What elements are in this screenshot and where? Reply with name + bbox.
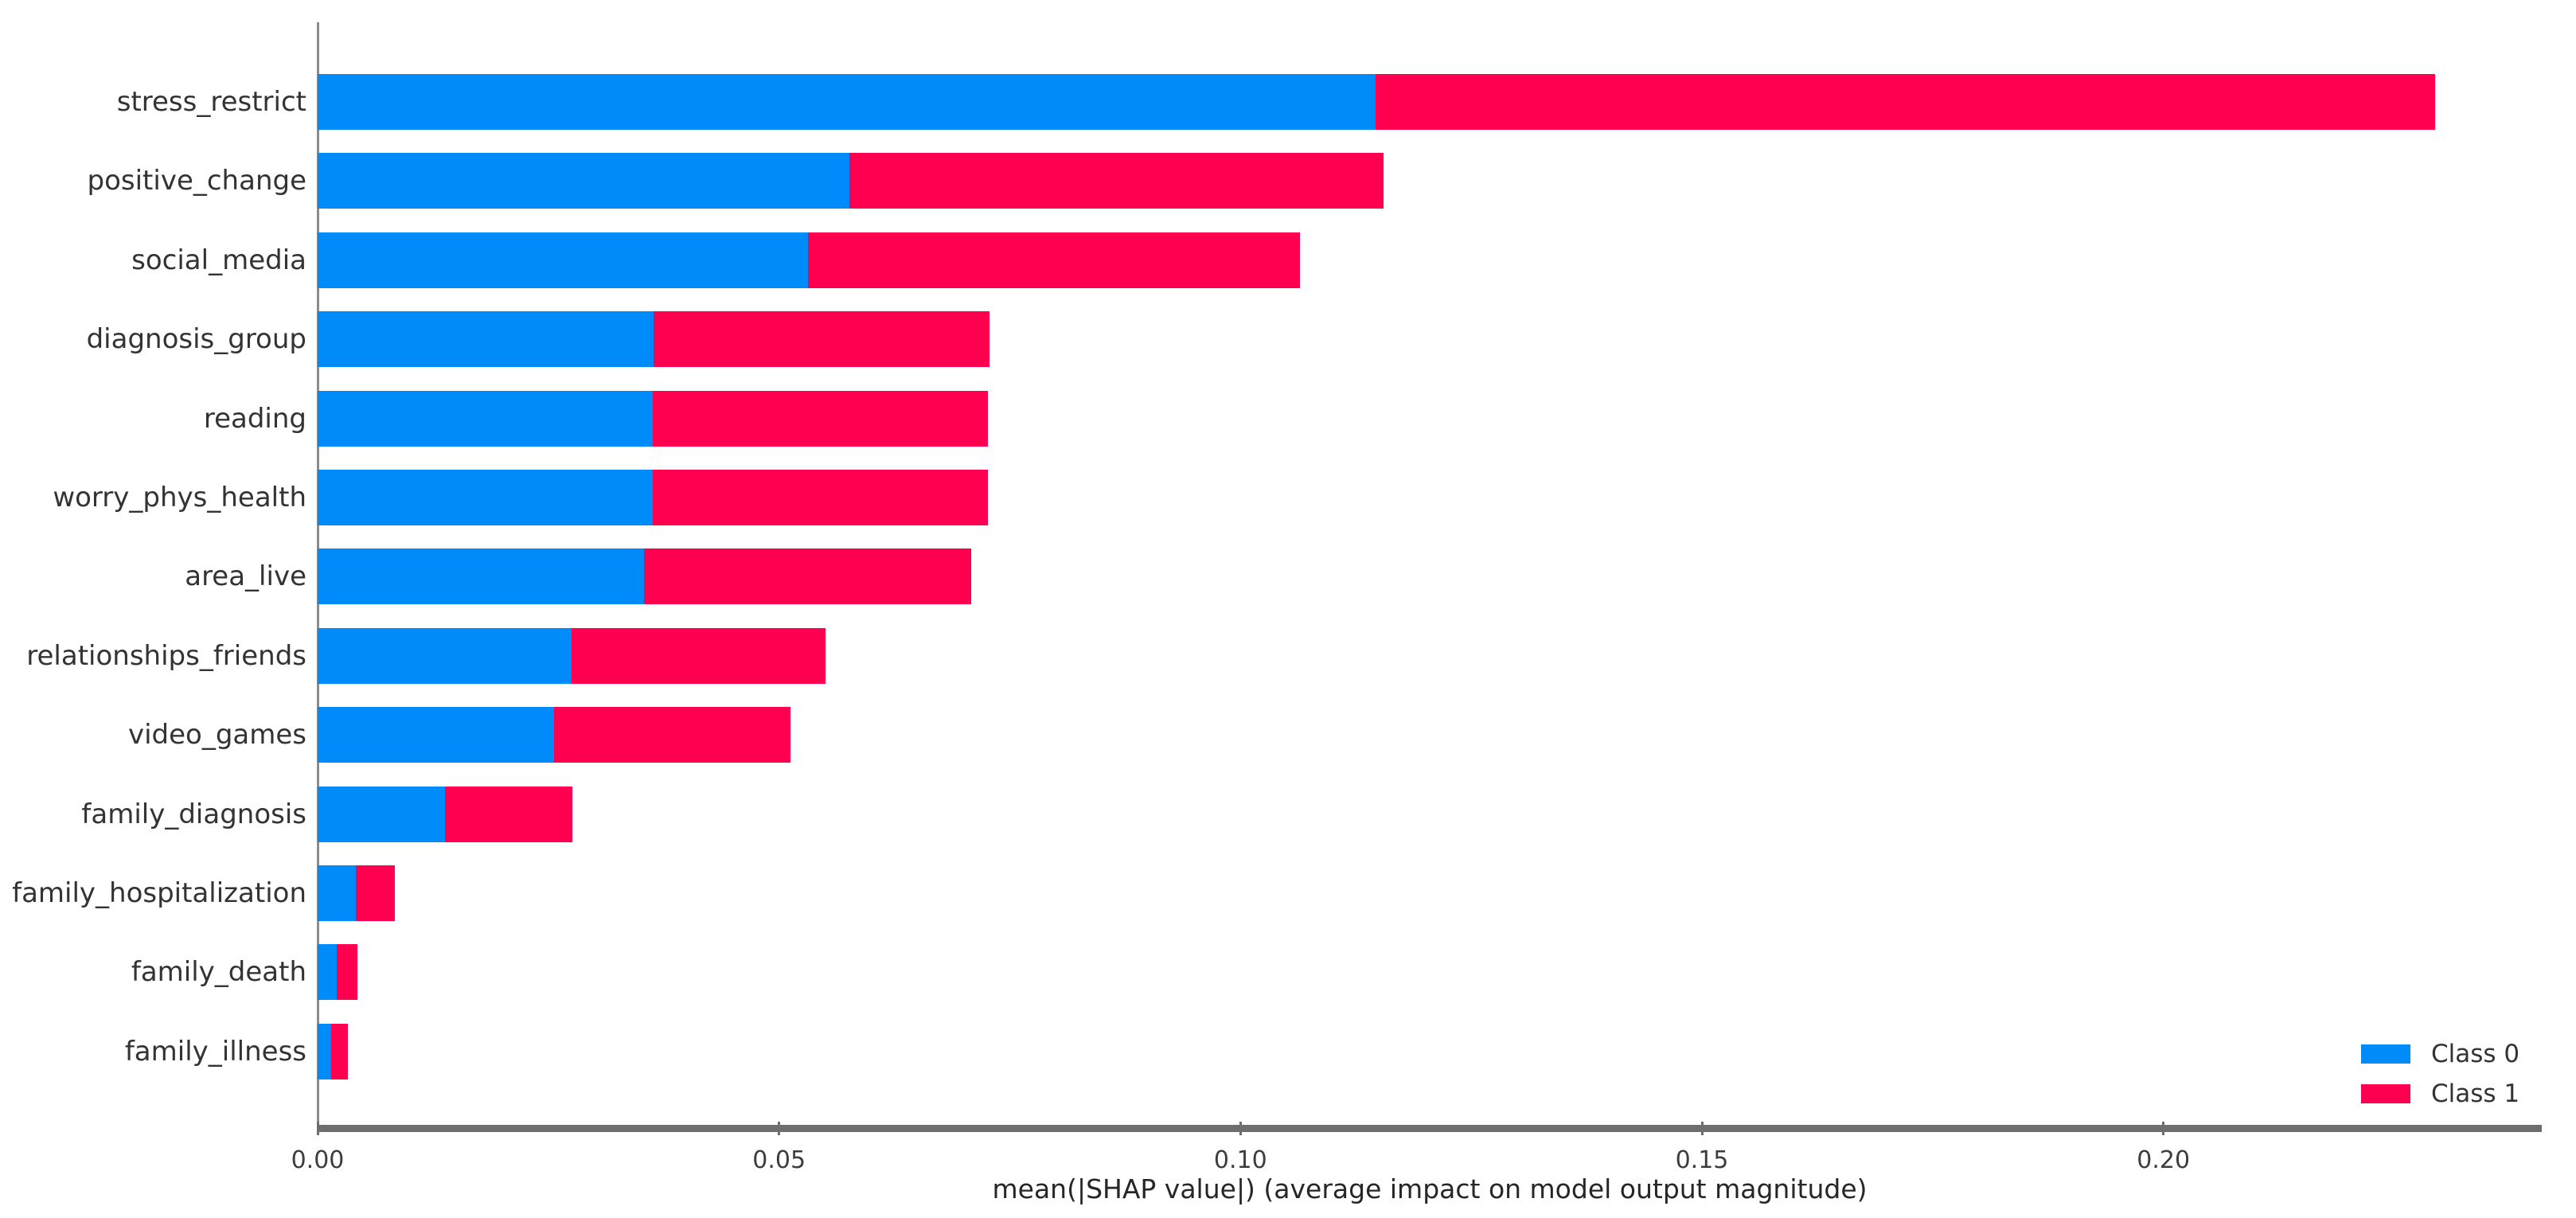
bar-segment-class-1 bbox=[653, 311, 989, 367]
bar-row bbox=[318, 707, 790, 763]
legend-label: Class 1 bbox=[2431, 1079, 2520, 1108]
bar-segment-class-1 bbox=[553, 707, 790, 763]
bar-segment-class-0 bbox=[318, 232, 808, 288]
bar-row bbox=[318, 232, 1300, 288]
category-label: area_live bbox=[185, 560, 306, 592]
legend-swatch bbox=[2361, 1044, 2410, 1064]
bar-segment-class-1 bbox=[337, 944, 357, 1000]
bar-segment-class-1 bbox=[644, 548, 971, 604]
bar-segment-class-0 bbox=[318, 707, 554, 763]
bar-segment-class-1 bbox=[807, 232, 1300, 288]
x-tick-mark bbox=[1700, 1122, 1704, 1135]
bar-segment-class-0 bbox=[318, 548, 645, 604]
bar-segment-class-0 bbox=[318, 311, 654, 367]
bar-segment-class-0 bbox=[318, 944, 338, 1000]
category-label: positive_change bbox=[87, 165, 307, 197]
x-tick-mark bbox=[1239, 1122, 1242, 1135]
bar-segment-class-0 bbox=[318, 628, 572, 684]
x-tick-label: 0.05 bbox=[752, 1146, 806, 1174]
category-label: worry_phys_health bbox=[53, 482, 306, 513]
bar-segment-class-0 bbox=[318, 865, 356, 921]
legend-swatch bbox=[2361, 1084, 2410, 1103]
bar-segment-class-1 bbox=[652, 391, 988, 447]
bar-row bbox=[318, 865, 396, 921]
category-label: family_hospitalization bbox=[12, 877, 306, 909]
category-label: reading bbox=[203, 403, 306, 435]
category-label: stress_restrict bbox=[116, 86, 306, 118]
x-tick-mark bbox=[778, 1122, 781, 1135]
bar-segment-class-1 bbox=[444, 787, 572, 842]
bar-row bbox=[318, 74, 2435, 130]
category-label: relationships_friends bbox=[26, 640, 306, 672]
x-axis-label: mean(|SHAP value|) (average impact on mo… bbox=[992, 1173, 1868, 1204]
bar-row bbox=[318, 628, 825, 684]
category-label: family_diagnosis bbox=[81, 798, 306, 830]
bar-segment-class-1 bbox=[571, 628, 825, 684]
bar-row bbox=[318, 311, 989, 367]
x-tick-label: 0.15 bbox=[1675, 1146, 1729, 1174]
legend-item: Class 1 bbox=[2361, 1079, 2519, 1108]
bar-row bbox=[318, 153, 1384, 209]
category-label: social_media bbox=[131, 244, 306, 276]
bar-segment-class-0 bbox=[318, 787, 445, 842]
bar-segment-class-0 bbox=[318, 470, 653, 525]
bar-row bbox=[318, 548, 971, 604]
bar-row bbox=[318, 787, 572, 842]
legend-label: Class 0 bbox=[2431, 1040, 2520, 1068]
category-label: diagnosis_group bbox=[86, 323, 306, 355]
x-axis-spine bbox=[318, 1125, 2542, 1132]
x-tick-label: 0.00 bbox=[291, 1146, 345, 1174]
x-tick-label: 0.10 bbox=[1213, 1146, 1267, 1174]
x-tick-label: 0.20 bbox=[2137, 1146, 2191, 1174]
bar-row bbox=[318, 391, 988, 447]
x-tick-mark bbox=[2162, 1122, 2165, 1135]
bar-segment-class-1 bbox=[331, 1024, 349, 1079]
bar-segment-class-0 bbox=[318, 391, 653, 447]
bar-segment-class-1 bbox=[849, 153, 1384, 209]
category-label: video_games bbox=[127, 719, 306, 751]
category-label: family_illness bbox=[124, 1036, 306, 1068]
legend: Class 0 Class 1 bbox=[2361, 1040, 2519, 1108]
bar-row bbox=[318, 1024, 349, 1079]
bar-segment-class-1 bbox=[652, 470, 988, 525]
legend-item: Class 0 bbox=[2361, 1040, 2519, 1068]
x-tick-mark bbox=[316, 1122, 319, 1135]
bar-row bbox=[318, 944, 357, 1000]
bar-segment-class-0 bbox=[318, 1024, 332, 1079]
bar-segment-class-1 bbox=[355, 865, 396, 921]
bar-segment-class-1 bbox=[1375, 74, 2435, 130]
category-label: family_death bbox=[131, 956, 306, 988]
bar-row bbox=[318, 470, 988, 525]
bar-segment-class-0 bbox=[318, 74, 1376, 130]
bar-segment-class-0 bbox=[318, 153, 849, 209]
